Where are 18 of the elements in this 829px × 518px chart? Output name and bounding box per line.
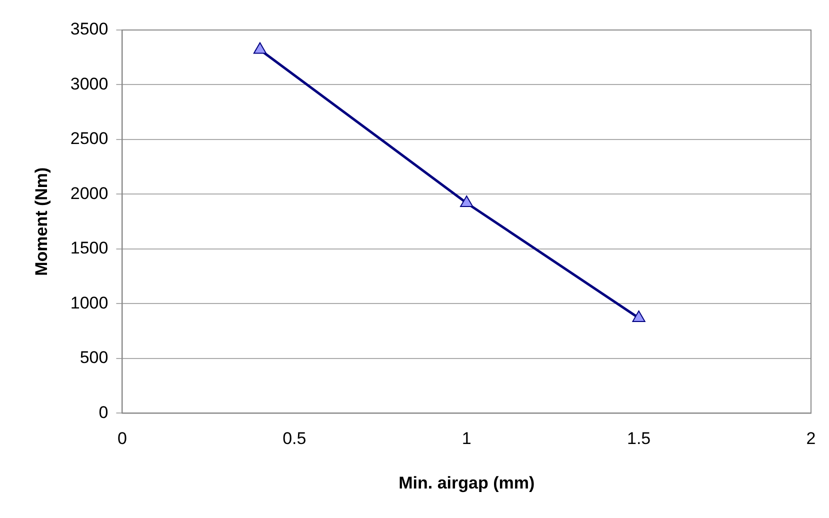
- point: [253, 42, 267, 54]
- y-tick-label: 2500: [70, 129, 108, 148]
- y-tick-label: 1000: [70, 293, 108, 312]
- y-axis-title: Moment (Nm): [32, 167, 51, 276]
- x-axis-title: Min. airgap (mm): [398, 473, 535, 492]
- y-tick-label: 0: [98, 402, 108, 422]
- x-tick-label: 1.5: [626, 429, 651, 448]
- point: [460, 195, 474, 207]
- point: [632, 310, 646, 322]
- x-tick-label: 0: [117, 429, 127, 448]
- y-tick-label: 500: [80, 348, 108, 368]
- y-tick-label: 1500: [70, 238, 108, 258]
- x-tick-label: 2: [806, 429, 816, 448]
- y-tick-label: 2000: [70, 184, 108, 203]
- y-tick-label: 3500: [70, 20, 108, 39]
- x-tick-label: 1: [462, 429, 472, 448]
- y-tick-label: 3000: [70, 74, 108, 94]
- x-tick-label: 0.5: [282, 429, 306, 448]
